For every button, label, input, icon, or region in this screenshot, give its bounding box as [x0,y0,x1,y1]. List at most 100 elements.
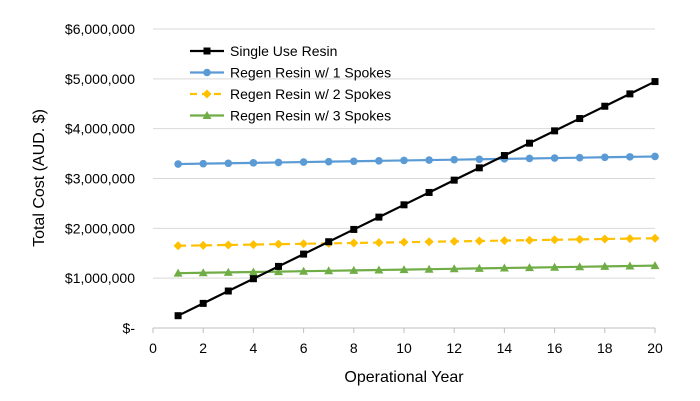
series-2-point [601,153,609,162]
legend: Single Use Resin Regen Resin w/ 1 Spokes R… [190,43,391,124]
series-3-point [474,236,484,246]
legend-label: Regen Resin w/ 1 Spokes [230,65,391,81]
series-3-point [399,237,409,247]
series-2-point [324,157,333,166]
series-1-point [275,262,282,270]
x-tick-label: 0 [149,340,157,356]
series-3-point [349,238,359,248]
series-2-point [425,156,433,164]
x-tick-label: 14 [497,340,513,356]
series-4-point [198,268,208,277]
series-1-point [224,287,232,295]
x-tick-label: 8 [350,340,358,356]
legend-swatch-marker [203,47,211,55]
x-tick-label: 10 [396,340,412,356]
series-3-point [424,237,434,247]
series-1 [174,78,659,320]
series-2-point [174,160,182,168]
series-4-point [474,263,484,272]
series-3 [173,233,660,251]
series-1-point [350,225,358,233]
series-1-point [249,275,257,283]
y-axis-title: Total Cost (AUD. $) [31,109,48,247]
y-tick-label: $2,000,000 [65,220,135,236]
series-1-point [576,115,584,123]
x-tick-label: 20 [647,340,663,356]
legend-label: Regen Resin w/ 2 Spokes [230,86,391,102]
series-1-point [425,188,433,196]
series-4-point [223,267,233,276]
series-1-line [177,80,656,317]
series-4-point [499,263,509,272]
x-tick-label: 12 [446,340,462,356]
series-1-point [651,78,659,86]
legend-item: Regen Resin w/ 2 Spokes [190,86,391,102]
axes: $- $1,000,000 $2,000,000 $3,000,000 $4,000,0… [65,21,663,356]
series-4-point [274,267,283,276]
series-2-point [400,156,408,165]
series-4 [173,261,660,277]
series-3-point [600,234,610,244]
series-2-point [224,159,233,168]
gridlines [153,28,655,279]
series-4-point [324,266,334,275]
series-3-point [223,240,233,250]
series-2-point [550,154,559,162]
series-4-point [550,262,560,271]
series-1-point [375,213,383,221]
series-2-point [525,154,534,163]
y-tick-label: $1,000,000 [65,270,135,286]
series-2-point [651,152,659,161]
series-1-point [526,139,533,147]
series-2-point [575,153,584,162]
series-3-point [525,235,534,245]
series-1-point [199,299,207,307]
series-2-point [249,159,258,167]
series-1-point [500,152,508,160]
y-tick-label: $6,000,000 [65,21,135,37]
series-4-point [625,261,635,270]
series-3-point [274,239,283,249]
series-3-point [625,234,635,244]
legend-item: Regen Resin w/ 1 Spokes [190,65,391,81]
series-4-point [600,261,610,270]
y-tick-label: $4,000,000 [65,121,135,137]
legend-label: Single Use Resin [230,43,337,59]
series-3-point [550,235,560,245]
x-axis-title: Operational Year [344,369,464,386]
series-1-point [475,164,483,172]
series-3-point [173,241,183,251]
series-4-point [650,261,660,270]
series-2-point [450,155,459,164]
series-1-point [601,102,609,110]
legend-item: Single Use Resin [190,43,337,59]
series-2-point [274,158,283,167]
series-1-point [174,312,182,320]
series-3-point [449,236,459,246]
series-1-point [300,250,308,258]
y-tick-label: $3,000,000 [65,171,135,187]
series-group [173,78,660,320]
legend-label: Regen Resin w/ 3 Spokes [230,108,391,124]
series-3-point [374,238,384,248]
x-tick-label: 2 [199,340,207,356]
series-2-point [626,153,634,161]
series-1-point [450,176,458,184]
series-3-point [248,240,258,250]
series-4-point [424,264,434,273]
series-4-point [449,264,459,273]
x-tick-label: 4 [250,340,258,356]
series-2-point [299,158,308,166]
series-4-point [173,268,183,277]
series-4-point [248,267,258,276]
series-3-point [575,234,585,244]
x-tick-label: 16 [547,340,563,356]
series-3-point [499,236,509,246]
series-4-line [178,264,656,275]
legend-item: Regen Resin w/ 3 Spokes [190,108,391,124]
series-3-point [198,240,208,250]
series-2-point [375,157,383,165]
series-1-point [400,201,408,209]
series-3-point [650,233,660,243]
